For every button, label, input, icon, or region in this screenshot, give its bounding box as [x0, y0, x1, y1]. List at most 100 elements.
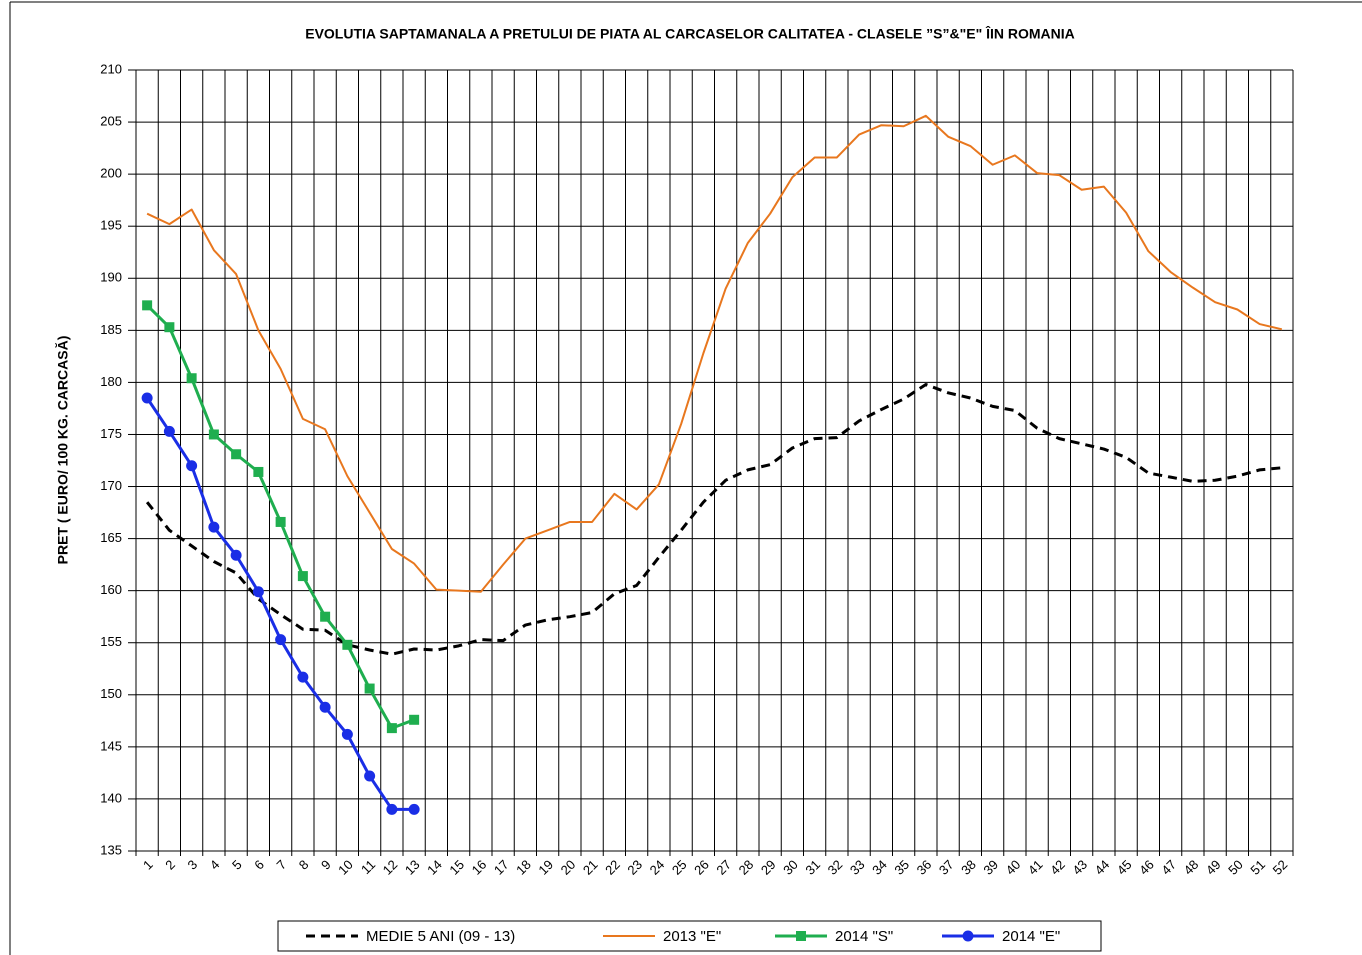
x-tick-label: 37 — [936, 857, 957, 878]
marker — [141, 392, 153, 404]
x-tick-label: 21 — [580, 857, 601, 878]
x-tick-label: 34 — [869, 857, 890, 878]
y-tick-label: 175 — [100, 426, 122, 441]
legend-marker — [796, 931, 806, 941]
x-tick-label: 27 — [713, 857, 734, 878]
series-line — [145, 382, 1283, 656]
marker — [186, 373, 197, 384]
x-tick-label: 14 — [424, 857, 445, 878]
x-tick-label: 46 — [1136, 857, 1157, 878]
y-tick-label: 155 — [100, 634, 122, 649]
y-axis-label: PRET ( EURO/ 100 KG. CARCASĂ) — [55, 336, 71, 565]
x-tick-label: 23 — [624, 857, 645, 878]
x-tick-label: 41 — [1025, 857, 1046, 878]
x-tick-label: 42 — [1047, 857, 1068, 878]
marker — [208, 521, 220, 533]
legend-label: 2014 "E" — [1002, 928, 1060, 945]
y-tick-label: 165 — [100, 530, 122, 545]
x-tick-label: 39 — [980, 857, 1001, 878]
x-tick-label: 16 — [469, 857, 490, 878]
x-tick-label: 1 — [140, 857, 156, 873]
x-tick-label: 4 — [207, 857, 223, 873]
x-tick-label: 36 — [914, 857, 935, 878]
legend-label: 2013 "E" — [663, 928, 721, 945]
marker — [252, 586, 264, 598]
x-tick-label: 33 — [847, 857, 868, 878]
marker — [364, 683, 375, 694]
marker — [386, 803, 398, 815]
y-tick-label: 200 — [100, 166, 122, 181]
marker — [320, 611, 331, 622]
x-tick-label: 29 — [758, 857, 779, 878]
marker — [364, 770, 376, 782]
marker — [342, 639, 353, 650]
x-tick-label: 15 — [446, 857, 467, 878]
y-tick-label: 195 — [100, 218, 122, 233]
x-tick-label: 32 — [825, 857, 846, 878]
x-tick-label: 28 — [736, 857, 757, 878]
x-tick-label: 22 — [602, 857, 623, 878]
x-tick-label: 5 — [229, 857, 245, 873]
marker — [230, 549, 242, 561]
y-tick-label: 145 — [100, 738, 122, 753]
x-tick-label: 43 — [1069, 857, 1090, 878]
x-tick-label: 48 — [1181, 857, 1202, 878]
x-tick-label: 44 — [1092, 857, 1113, 878]
x-tick-label: 13 — [402, 857, 423, 878]
marker — [297, 571, 308, 582]
x-tick-label: 51 — [1247, 857, 1268, 878]
x-tick-label: 52 — [1270, 857, 1291, 878]
legend-label: MEDIE 5 ANI (09 - 13) — [366, 928, 515, 945]
x-tick-label: 45 — [1114, 857, 1135, 878]
marker — [386, 723, 397, 734]
x-tick-label: 10 — [335, 857, 356, 878]
x-tick-label: 47 — [1158, 857, 1179, 878]
marker — [409, 714, 420, 725]
x-tick-label: 24 — [647, 857, 668, 878]
x-tick-label: 50 — [1225, 857, 1246, 878]
y-tick-label: 150 — [100, 686, 122, 701]
marker — [408, 803, 420, 815]
legend-label: 2014 "S" — [835, 928, 893, 945]
y-tick-label: 135 — [100, 842, 122, 857]
x-tick-label: 49 — [1203, 857, 1224, 878]
marker — [186, 460, 198, 472]
y-tick-label: 210 — [100, 61, 122, 76]
marker — [164, 322, 175, 333]
y-tick-label: 205 — [100, 114, 122, 129]
x-tick-label: 11 — [358, 857, 378, 877]
y-tick-label: 180 — [100, 374, 122, 389]
marker — [231, 449, 242, 460]
y-tick-label: 185 — [100, 322, 122, 337]
x-tick-label: 25 — [669, 857, 690, 878]
marker — [275, 516, 286, 527]
marker — [275, 634, 287, 646]
legend-marker — [962, 930, 974, 942]
x-tick-label: 6 — [251, 857, 267, 873]
series-line — [146, 114, 1283, 593]
marker — [319, 701, 331, 713]
x-tick-label: 9 — [318, 857, 334, 873]
chart-title: EVOLUTIA SAPTAMANALA A PRETULUI DE PIATA… — [305, 25, 1075, 42]
x-tick-label: 20 — [558, 857, 579, 878]
x-tick-label: 2 — [162, 857, 178, 873]
x-tick-label: 40 — [1003, 857, 1024, 878]
series-line — [145, 397, 415, 811]
x-tick-label: 30 — [780, 857, 801, 878]
x-tick-label: 26 — [691, 857, 712, 878]
x-tick-label: 18 — [513, 857, 534, 878]
y-tick-label: 190 — [100, 270, 122, 285]
x-tick-label: 31 — [802, 857, 823, 878]
y-tick-label: 170 — [100, 478, 122, 493]
x-tick-label: 12 — [380, 857, 401, 878]
marker — [341, 728, 353, 740]
x-tick-label: 38 — [958, 857, 979, 878]
y-tick-label: 140 — [100, 790, 122, 805]
x-tick-label: 35 — [891, 857, 912, 878]
marker — [142, 300, 153, 311]
x-tick-label: 17 — [491, 857, 512, 878]
x-tick-label: 3 — [184, 857, 200, 873]
y-tick-label: 160 — [100, 582, 122, 597]
